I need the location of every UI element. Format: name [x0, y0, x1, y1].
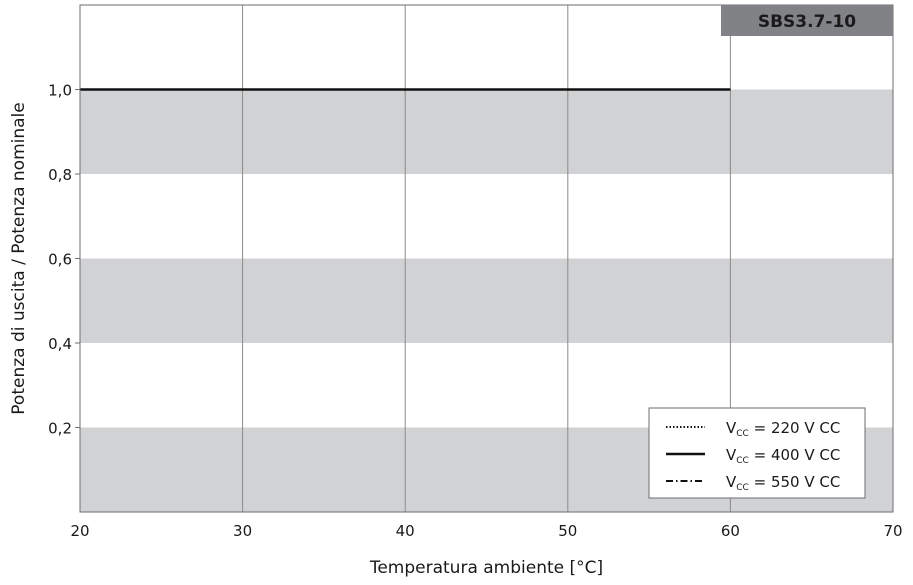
- y-tick-label: 0,4: [48, 335, 72, 353]
- x-axis-tick-labels: 20 30 40 50 60 70: [70, 522, 902, 540]
- legend-label-1: VCC = 220 V CC: [726, 419, 840, 439]
- grey-band: [80, 89, 893, 174]
- legend-label-3: VCC = 550 V CC: [726, 473, 840, 493]
- y-tick-label: 0,8: [48, 166, 72, 184]
- legend: VCC = 220 V CC VCC = 400 V CC VCC = 550 V …: [648, 407, 866, 499]
- x-tick-label: 20: [70, 522, 89, 540]
- y-tick-label: 0,6: [48, 251, 72, 269]
- y-tick-label: 0,2: [48, 420, 72, 438]
- x-tick-label: 40: [396, 522, 415, 540]
- grey-band: [80, 258, 893, 343]
- x-tick-label: 50: [558, 522, 577, 540]
- x-tick-label: 60: [721, 522, 740, 540]
- y-tick-label: 1,0: [48, 82, 72, 100]
- y-axis-tick-labels: 0,2 0,4 0,6 0,8 1,0: [48, 82, 80, 438]
- x-tick-label: 70: [883, 522, 902, 540]
- y-axis-label: Potenza di uscita / Potenza nominale: [9, 102, 29, 414]
- chart-title: SBS3.7-10: [758, 12, 856, 32]
- x-tick-label: 30: [233, 522, 252, 540]
- legend-label-2: VCC = 400 V CC: [726, 446, 840, 466]
- chart-title-box: SBS3.7-10: [721, 5, 893, 36]
- chart-title-background: [721, 5, 893, 36]
- x-axis-label: Temperatura ambiente [°C]: [369, 558, 603, 578]
